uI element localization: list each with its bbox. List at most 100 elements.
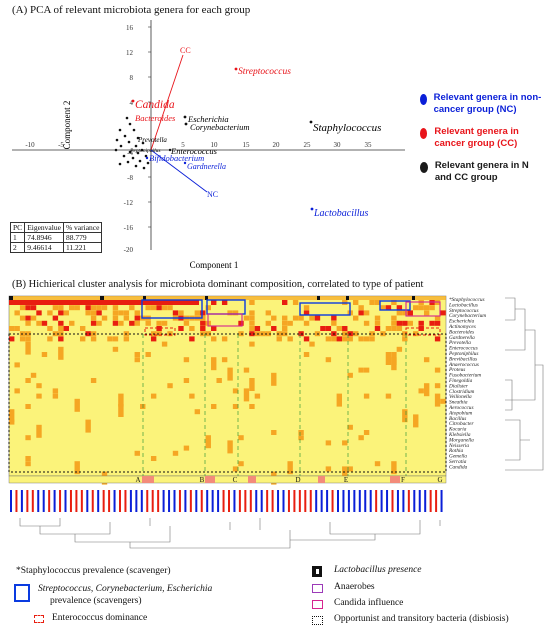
label-escherichia: Escherichia xyxy=(187,114,229,124)
heatmap-cell xyxy=(25,404,31,409)
heatmap-cell xyxy=(282,331,288,337)
sample-labels xyxy=(10,490,443,512)
y-tick: -20 xyxy=(124,246,134,254)
sample-label-mark xyxy=(113,490,116,512)
blue-bracket-icon xyxy=(14,584,24,602)
sample-label-mark xyxy=(249,490,252,512)
heatmap-cell xyxy=(167,383,173,389)
genus-label: Actinomyces xyxy=(448,324,476,330)
heatmap-cell xyxy=(418,320,424,326)
legend-dot-blue xyxy=(420,94,427,105)
heatmap-cell xyxy=(434,393,441,407)
cluster-letters: A B C D E F G xyxy=(135,476,442,484)
heatmap-cell xyxy=(58,336,64,342)
heatmap-cell xyxy=(342,326,348,331)
heatmap-cell xyxy=(25,341,31,355)
label-gardnerella: Gardnerella xyxy=(187,162,226,171)
heatmap-cell xyxy=(112,310,119,316)
heatmap-cell xyxy=(134,315,140,321)
heatmap-cell xyxy=(342,440,348,446)
heatmap-cell xyxy=(189,326,195,331)
heatmap-cell xyxy=(402,336,408,342)
heatmap-cell xyxy=(347,424,353,430)
heatmap-cell xyxy=(211,300,217,305)
lactobacillus-box-icon xyxy=(312,566,322,577)
heatmap-cell xyxy=(282,326,288,331)
sample-label-mark xyxy=(440,490,443,512)
heatmap-cell xyxy=(303,305,310,311)
panel-b-title: (B) Hichierical cluster analysis for mic… xyxy=(12,279,424,290)
heatmap-cell xyxy=(9,326,15,331)
genus-label: Neisseria xyxy=(448,443,469,449)
heatmap-cell xyxy=(391,315,397,321)
sample-label-mark xyxy=(53,490,56,512)
sample-label-mark xyxy=(282,490,285,512)
heatmap-cell xyxy=(303,352,310,357)
heatmap-cell xyxy=(112,346,119,352)
legend-strep: Streptococcus, Corynebacterium, Escheric… xyxy=(38,584,213,594)
heatmap-cell xyxy=(47,310,53,316)
heatmap-cell xyxy=(25,461,31,467)
heatmap-cell xyxy=(156,331,162,337)
heatmap-cell xyxy=(150,336,157,342)
heatmap-cell xyxy=(183,445,190,451)
heatmap-cell xyxy=(145,352,151,357)
heatmap-cell xyxy=(358,310,364,316)
heatmap-cell xyxy=(134,352,140,357)
sample-label-mark xyxy=(151,490,154,512)
label-peptoniphilus: Peptoniphilus xyxy=(129,148,161,154)
heatmap-cell xyxy=(14,362,20,368)
sample-label-mark xyxy=(91,490,94,512)
heatmap-cell xyxy=(429,305,435,311)
heatmap-cell xyxy=(309,341,315,347)
heatmap-cell xyxy=(178,326,184,331)
heatmap-cell xyxy=(25,315,31,321)
sample-label-mark xyxy=(102,490,105,512)
sample-label-mark xyxy=(69,490,72,512)
sample-label-mark xyxy=(119,490,121,512)
heatmap-cell xyxy=(30,315,37,321)
genus-points: Streptococcus Candida Bacteroides Escher… xyxy=(129,67,381,219)
heatmap-cell xyxy=(41,352,48,357)
heatmap-cell xyxy=(194,310,201,316)
genus-label: Fusobacterium xyxy=(448,373,481,379)
heatmap-cell xyxy=(19,336,26,342)
genus-label: Bacillus xyxy=(449,416,466,422)
heatmap-cell xyxy=(336,336,342,342)
anaerobes-box-icon xyxy=(312,584,323,593)
heatmap-cell xyxy=(249,315,255,321)
table-row: 2 9.46614 11.221 xyxy=(9,242,103,253)
genus-label: Gemella xyxy=(449,454,467,460)
heatmap-cell xyxy=(363,430,370,435)
heatmap-cell xyxy=(352,300,359,305)
genus-label: Escherichia xyxy=(448,319,475,325)
genus-label: Corynebacterium xyxy=(449,313,486,319)
heatmap-cell xyxy=(413,305,419,311)
heatmap-cell xyxy=(320,326,326,331)
heatmap-cell xyxy=(238,435,244,441)
sample-label-mark xyxy=(162,490,165,512)
x-tick: 5 xyxy=(181,141,185,149)
heatmap-cell xyxy=(249,320,255,326)
heatmap-cell xyxy=(227,310,233,316)
heatmap-cell xyxy=(413,331,419,337)
heatmap-cell xyxy=(58,320,64,326)
legend-anaerobes: Anaerobes xyxy=(334,582,375,592)
heatmap-cell xyxy=(232,388,239,394)
sample-label-mark xyxy=(418,490,421,512)
x-tick: 30 xyxy=(334,141,342,149)
sample-label-mark xyxy=(375,490,378,512)
heatmap-cell xyxy=(58,326,64,331)
heatmap-cell xyxy=(161,320,168,326)
sample-label-mark xyxy=(42,490,45,512)
heatmap-cell xyxy=(134,357,140,363)
heatmap-cell xyxy=(167,305,173,311)
y-tick-labels: 16 12 8 4 -4 -8 -12 -16 -20 xyxy=(124,24,134,254)
x-tick: -10 xyxy=(25,141,35,149)
heatmap-cell xyxy=(85,419,91,433)
heatmap-cell xyxy=(134,310,140,316)
heatmap-cell xyxy=(402,409,408,423)
heatmap-cell xyxy=(161,341,168,347)
row-dendrogram xyxy=(505,297,544,471)
sample-label-mark xyxy=(238,490,241,512)
